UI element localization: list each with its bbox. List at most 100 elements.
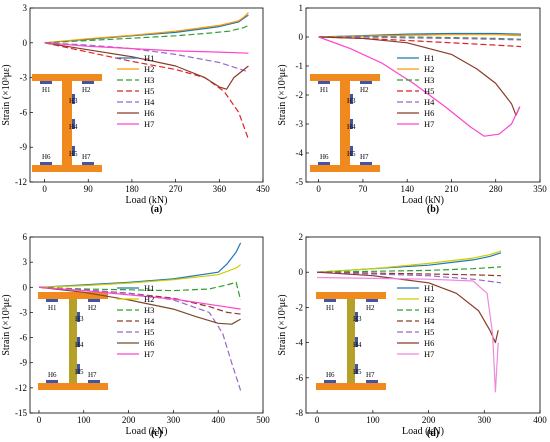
web (340, 81, 350, 165)
y-axis-label: Strain (×10³με) (1, 294, 12, 355)
top-flange (310, 74, 380, 81)
section-gauge-label: H7 (88, 371, 97, 379)
strain-gauge (366, 380, 378, 383)
y-tick-label: 6 (23, 232, 28, 242)
strain-gauge (77, 312, 80, 322)
series-line-h5 (44, 42, 249, 140)
y-axis-label: Strain (×10³με) (277, 64, 288, 125)
x-tick-label: 270 (169, 184, 183, 194)
x-tick-label: 450 (256, 184, 270, 194)
y-tick-label: 2 (299, 232, 304, 242)
strain-gauge (366, 299, 378, 302)
section-gauge-label: H3 (347, 97, 356, 105)
y-tick-label: 0 (23, 38, 28, 48)
section-gauge-label: H2 (82, 86, 91, 94)
section-gauge-label: H1 (48, 304, 57, 312)
x-tick-label: 0 (316, 184, 321, 194)
panel-label: (a) (151, 204, 163, 215)
x-tick-label: 280 (489, 184, 503, 194)
legend-entry: H4 (144, 316, 155, 326)
section-gauge-label: H3 (69, 97, 78, 105)
legend-entry: H2 (424, 64, 434, 74)
strain-gauge (72, 146, 75, 156)
x-tick-label: 140 (400, 184, 414, 194)
series-line-h4 (44, 42, 249, 73)
x-tick-label: 400 (533, 415, 547, 425)
legend-entry: H5 (424, 86, 434, 96)
legend-entry: H4 (424, 316, 435, 326)
y-tick-label: -6 (20, 333, 28, 343)
i-section-inset: H1 H2 H3 H4 H5 H6 H7 (38, 292, 108, 390)
legend-entry: H1 (424, 283, 434, 293)
section-gauge-label: H5 (347, 150, 356, 158)
strain-gauge (360, 81, 372, 84)
section-gauge-label: H5 (69, 150, 78, 158)
series-line-h4 (38, 286, 241, 315)
legend-entry: H5 (424, 327, 434, 337)
y-tick-label: -12 (15, 383, 27, 393)
legend-entry: H1 (144, 283, 154, 293)
panel-label: (d) (427, 428, 439, 439)
x-tick-label: 0 (315, 415, 320, 425)
section-gauge-label: H3 (353, 315, 362, 323)
x-tick-label: 400 (211, 415, 225, 425)
strain-gauge (82, 162, 94, 165)
strain-gauge (318, 81, 330, 84)
series-line-h1 (317, 252, 502, 273)
section-gauge-label: H6 (48, 371, 57, 379)
y-tick-label: -3 (296, 119, 304, 129)
panel-label: (c) (151, 428, 162, 439)
section-gauge-label: H6 (320, 153, 329, 161)
top-flange (32, 74, 102, 81)
series-line-h5 (317, 271, 502, 284)
y-tick-label: -3 (20, 307, 28, 317)
strain-gauge (82, 81, 94, 84)
section-gauge-label: H1 (42, 86, 51, 94)
i-section-inset: H1 H2 H3 H4 H5 H6 H7 (32, 74, 102, 172)
legend-entry: H3 (424, 305, 434, 315)
y-tick-label: 0 (299, 267, 304, 277)
bottom-flange (316, 383, 386, 390)
strain-gauge (355, 364, 358, 374)
series-line-h6 (44, 42, 249, 90)
section-gauge-label: H2 (88, 304, 97, 312)
section-gauge-label: H1 (320, 86, 329, 94)
series-line-h1 (38, 242, 242, 288)
legend-entry: H2 (144, 294, 154, 304)
legend-entry: H7 (144, 349, 154, 359)
legend-entry: H6 (424, 108, 434, 118)
section-gauge-label: H4 (75, 341, 84, 349)
legend-entry: H1 (144, 53, 154, 63)
web (347, 299, 355, 383)
section-gauge-label: H5 (353, 368, 362, 376)
bottom-flange (38, 383, 108, 390)
y-tick-label: 1 (299, 3, 304, 13)
legend-entry: H7 (424, 349, 434, 359)
y-tick-label: -2 (296, 90, 304, 100)
strain-gauge (40, 162, 52, 165)
x-tick-label: 360 (213, 184, 227, 194)
legend-entry: H7 (144, 119, 154, 129)
strain-gauge (40, 81, 52, 84)
x-tick-label: 70 (358, 184, 368, 194)
legend-entry: H2 (144, 64, 154, 74)
web (69, 299, 77, 383)
section-gauge-label: H2 (366, 304, 375, 312)
chart-panel-a: 0 90 180 270 360 450 3 0 -3 -6 -9 -12 Load (kN) Strai… (1, 3, 270, 215)
strain-gauge (324, 299, 336, 302)
strain-gauge (77, 364, 80, 374)
legend-entry: H1 (424, 53, 434, 63)
x-tick-label: 210 (445, 184, 459, 194)
strain-gauge (88, 299, 100, 302)
strain-gauge (318, 162, 330, 165)
y-tick-label: 3 (23, 257, 28, 267)
strain-gauge (46, 380, 58, 383)
strain-gauge (350, 119, 353, 129)
strain-gauge (350, 146, 353, 156)
x-axis-label: Load (kN) (126, 426, 168, 437)
